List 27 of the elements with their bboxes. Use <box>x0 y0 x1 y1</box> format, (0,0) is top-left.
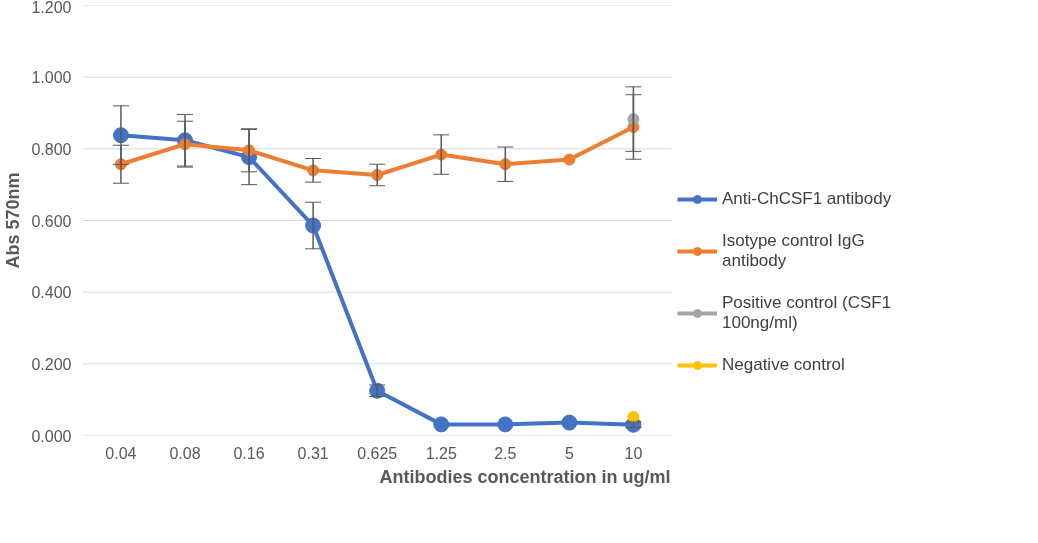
y-tick-label: 0.200 <box>31 355 72 373</box>
legend-label: Positive control (CSF1 100ng/ml) <box>722 293 892 333</box>
y-tick-label: 0.400 <box>31 284 72 302</box>
legend-label: Anti-ChCSF1 antibody <box>722 189 892 209</box>
y-tick-label: 0.600 <box>31 212 72 230</box>
point <box>561 414 578 431</box>
y-tick-label: 0.000 <box>31 427 72 445</box>
x-axis-title: Antibodies concentration in ug/ml <box>379 466 671 487</box>
x-tick-label: 1.25 <box>425 444 457 462</box>
x-tick-label: 0.625 <box>357 444 398 462</box>
x-tick-label: 0.04 <box>105 444 137 462</box>
x-tick-label: 10 <box>624 444 643 462</box>
point <box>497 416 514 433</box>
x-tick-label: 0.31 <box>297 444 329 462</box>
y-tick-label: 0.800 <box>31 140 72 158</box>
legend-label: Isotype control IgG antibody <box>722 231 865 271</box>
y-axis-title: Abs 570nm <box>3 172 24 269</box>
legend-label: Negative control <box>722 355 845 375</box>
x-tick-label: 0.08 <box>169 444 201 462</box>
x-tick-label: 2.5 <box>494 444 517 462</box>
point <box>563 153 576 166</box>
point <box>627 410 640 423</box>
y-tick-label: 1.000 <box>31 69 72 87</box>
point <box>433 416 450 433</box>
x-tick-label: 5 <box>564 444 574 462</box>
x-tick-label: 0.16 <box>233 444 265 462</box>
y-tick-label: 1.200 <box>31 0 72 16</box>
